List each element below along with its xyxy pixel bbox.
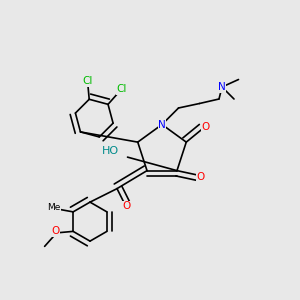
Text: N: N (158, 119, 166, 130)
Text: O: O (51, 226, 59, 236)
Text: O: O (201, 122, 209, 132)
Text: O: O (197, 172, 205, 182)
Text: Cl: Cl (82, 76, 93, 86)
Text: N: N (218, 82, 226, 92)
Text: Me: Me (47, 203, 61, 212)
Text: O: O (122, 201, 130, 211)
Text: HO: HO (101, 146, 118, 156)
Text: Cl: Cl (116, 84, 127, 94)
